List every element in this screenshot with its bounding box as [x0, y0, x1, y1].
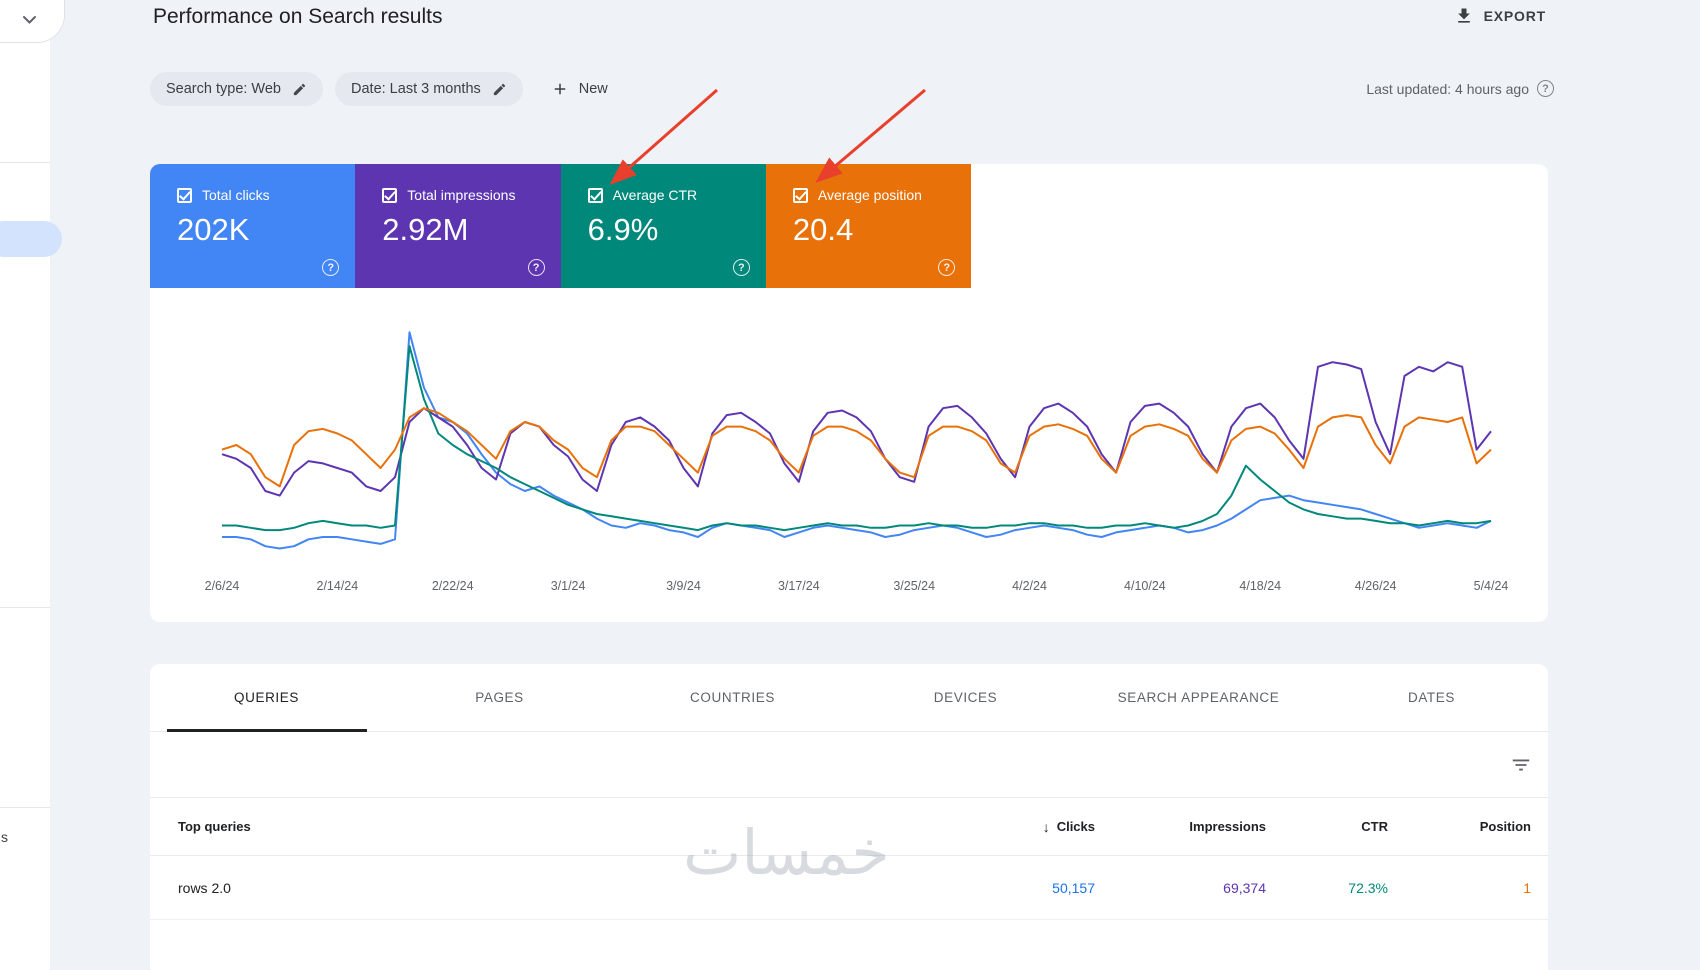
x-axis-tick: 5/4/24 [1473, 579, 1509, 593]
metric-value: 2.92M [382, 212, 469, 247]
metric-label: Average CTR [612, 187, 698, 203]
edit-pencil-icon [293, 83, 306, 95]
total-clicks-checkbox[interactable] [177, 187, 192, 203]
metric-label: Total impressions [407, 187, 516, 203]
download-icon [1457, 8, 1470, 23]
performance-chart-card: Total clicks 202K Total impressions 2.92… [150, 164, 1548, 622]
x-axis-tick: 4/10/24 [1124, 579, 1166, 593]
chart-line-average-position [222, 408, 1491, 486]
dimension-tabs: QUERIES PAGES COUNTRIES DEVICES SEARCH A… [150, 664, 1548, 732]
x-axis-tick: 3/17/24 [777, 579, 820, 593]
filter-list-icon [1512, 759, 1530, 771]
x-axis-tick: 4/2/24 [1012, 579, 1047, 593]
sidebar: s [0, 0, 62, 970]
x-axis-tick: 2/14/24 [316, 579, 359, 593]
edit-pencil-icon [493, 83, 505, 95]
column-header-ctr[interactable]: CTR [1361, 819, 1388, 834]
chart-line-total-clicks [222, 332, 1491, 548]
tab-pages[interactable]: PAGES [475, 690, 524, 705]
table-row[interactable]: rows 2.0 50,157 69,374 72.3% 1 [150, 856, 1548, 920]
metric-tile-total-clicks[interactable]: Total clicks 202K [150, 164, 356, 288]
sidebar-divider [0, 607, 50, 608]
column-header-top-queries[interactable]: Top queries [178, 819, 251, 834]
metric-tile-total-impressions[interactable]: Total impressions 2.92M [355, 164, 561, 288]
filter-rows-button[interactable] [1510, 754, 1532, 776]
position-cell: 1 [1523, 879, 1531, 896]
chevron-down-icon [23, 16, 36, 24]
tab-queries[interactable]: QUERIES [150, 664, 383, 731]
x-axis-tick: 2/22/24 [431, 579, 474, 593]
chart-line-total-impressions [222, 362, 1491, 495]
x-axis-tick: 2/6/24 [204, 579, 240, 593]
metric-tiles: Total clicks 202K Total impressions 2.92… [150, 164, 972, 288]
table-header-row: Top queries Clicks Impressions CTR Posit… [150, 798, 1548, 856]
x-axis-tick: 3/25/24 [893, 579, 936, 593]
tab-devices[interactable]: DEVICES [933, 690, 998, 705]
tab-countries[interactable]: COUNTRIES [690, 690, 775, 705]
last-updated: Last updated: 4 hours ago [1366, 80, 1554, 97]
x-axis-tick: 3/1/24 [550, 579, 586, 593]
column-header-impressions[interactable]: Impressions [1189, 819, 1266, 834]
sidebar-divider [0, 162, 50, 163]
new-filter-button[interactable]: New [551, 80, 608, 98]
tab-dates[interactable]: DATES [1407, 690, 1455, 705]
help-icon[interactable] [938, 259, 956, 276]
search-type-chip[interactable]: Search type: Web [150, 72, 323, 106]
column-header-clicks[interactable]: Clicks [1043, 819, 1095, 835]
metric-label: Total clicks [202, 187, 270, 203]
help-icon[interactable] [527, 259, 545, 276]
tab-search-appearance[interactable]: SEARCH APPEARANCE [1117, 690, 1280, 705]
column-header-position[interactable]: Position [1479, 819, 1531, 834]
date-range-chip[interactable]: Date: Last 3 months [335, 72, 523, 106]
x-axis-tick: 4/26/24 [1354, 579, 1397, 593]
chart-x-axis-labels: 2/6/24 2/14/24 2/22/24 3/1/24 3/9/24 3/1… [205, 579, 1509, 597]
filter-bar: Search type: Web Date: Last 3 months New [150, 72, 608, 106]
metric-value: 202K [177, 212, 250, 247]
performance-line-chart [222, 330, 1491, 560]
page-title: Performance on Search results [153, 5, 443, 28]
plus-icon [554, 83, 566, 95]
metric-value: 6.9% [587, 212, 659, 247]
table-filter-row [150, 732, 1548, 798]
ctr-cell: 72.3% [1348, 879, 1388, 896]
sidebar-divider [0, 807, 50, 808]
date-range-label: Date: Last 3 months [351, 81, 481, 97]
column-header-label: Clicks [1056, 819, 1095, 834]
clicks-cell: 50,157 [1052, 879, 1095, 896]
last-updated-text: Last updated: 4 hours ago [1366, 80, 1529, 97]
metric-tile-average-position[interactable]: Average position 20.4 [765, 164, 972, 288]
search-type-label: Search type: Web [166, 81, 281, 97]
sidebar-active-nav-item[interactable] [0, 221, 62, 257]
new-filter-label: New [578, 81, 608, 97]
metric-value: 20.4 [792, 212, 854, 247]
help-icon[interactable] [1537, 80, 1554, 97]
chart-line-average-ctr [222, 346, 1491, 530]
metric-label: Average position [817, 187, 922, 203]
export-button[interactable]: EXPORT [1454, 6, 1546, 26]
total-impressions-checkbox[interactable] [382, 187, 398, 203]
average-ctr-checkbox[interactable] [587, 187, 603, 203]
metric-tile-average-ctr[interactable]: Average CTR 6.9% [560, 164, 766, 288]
sort-descending-icon [1043, 819, 1057, 835]
export-label: EXPORT [1483, 8, 1546, 24]
dimensions-table-card: QUERIES PAGES COUNTRIES DEVICES SEARCH A… [150, 664, 1548, 970]
query-cell: rows 2.0 [178, 879, 231, 896]
sidebar-label-fragment: s [1, 829, 8, 845]
x-axis-tick: 3/9/24 [666, 579, 701, 593]
impressions-cell: 69,374 [1223, 879, 1266, 896]
x-axis-tick: 4/18/24 [1239, 579, 1282, 593]
help-icon[interactable] [322, 259, 340, 276]
average-position-checkbox[interactable] [792, 187, 808, 203]
help-icon[interactable] [732, 259, 750, 276]
